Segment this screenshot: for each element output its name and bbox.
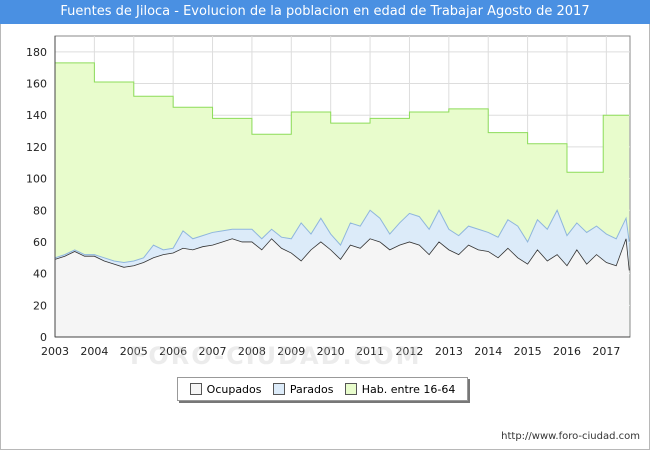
x-tick-label-2016: 2016 [553,345,581,358]
y-tick-label-60: 60 [33,236,47,249]
y-tick-label-180: 180 [26,46,47,59]
x-tick-label-2004: 2004 [80,345,108,358]
legend-label-ocupados: Ocupados [206,382,262,396]
legend-item-hab: Hab. entre 16-64 [344,382,456,396]
legend-item-parados: Parados [272,382,334,396]
legend-label-parados: Parados [289,382,334,396]
x-tick-label-2008: 2008 [238,345,266,358]
footer-url[interactable]: http://www.foro-ciudad.com [501,431,640,442]
x-tick-label-2003: 2003 [41,345,69,358]
y-tick-label-20: 20 [33,299,47,312]
y-tick-label-40: 40 [33,268,47,281]
x-tick-label-2013: 2013 [435,345,463,358]
x-tick-label-2011: 2011 [356,345,384,358]
legend-swatch-ocupados [189,383,202,395]
y-tick-label-120: 120 [26,141,47,154]
series-area-ocupados [55,238,630,337]
series-line-hab [55,62,630,173]
x-tick-label-2014: 2014 [474,345,502,358]
chart-legend: Ocupados Parados Hab. entre 16-64 [177,377,468,401]
x-tick-label-2017: 2017 [592,345,620,358]
x-tick-label-2005: 2005 [120,345,148,358]
x-tick-label-2012: 2012 [395,345,423,358]
chart-title: Fuentes de Jiloca - Evolucion de la pobl… [0,0,650,24]
chart-area: 0 20 40 60 80 100 120 140 160 180 2003 2004 2005 2006… [26,35,631,358]
legend-swatch-parados [272,383,285,395]
legend-label-hab: Hab. entre 16-64 [361,382,456,396]
series-line-ocupados [54,238,630,271]
x-tick-label-2007: 2007 [199,345,227,358]
x-tick-label-2006: 2006 [159,345,187,358]
y-tick-label-100: 100 [26,173,47,186]
series-line-parados [54,209,630,264]
y-tick-label-160: 160 [26,78,47,91]
y-tick-label-140: 140 [26,109,47,122]
watermark: FORO-CIUDAD.COM [130,342,422,370]
legend-item-ocupados: Ocupados [189,382,262,396]
x-tick-label-2015: 2015 [514,345,542,358]
legend-swatch-hab [344,383,357,395]
x-tick-label-2009: 2009 [277,345,305,358]
y-tick-label-80: 80 [33,204,47,217]
y-tick-label-0: 0 [40,331,47,344]
x-tick-label-2010: 2010 [317,345,345,358]
